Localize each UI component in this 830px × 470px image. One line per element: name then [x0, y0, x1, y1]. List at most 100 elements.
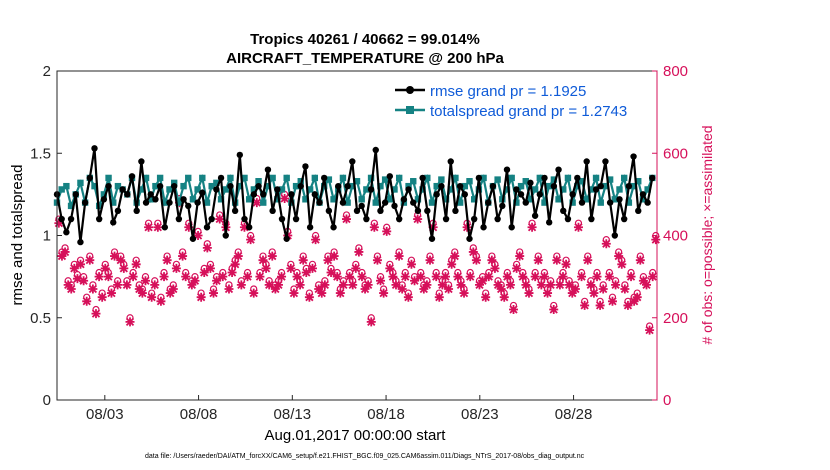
rmse-point	[452, 207, 459, 215]
totalspread-point	[138, 186, 145, 193]
obs-assimilated-point	[103, 272, 113, 282]
obs-assimilated-point	[215, 214, 225, 224]
rmse-point	[100, 196, 108, 203]
rmse-point	[386, 173, 394, 180]
rmse-point	[180, 196, 187, 203]
obs-assimilated-point	[518, 272, 528, 282]
obs-assimilated-point	[91, 309, 101, 319]
rmse-point	[63, 229, 70, 236]
obs-assimilated-point	[623, 300, 633, 310]
obs-assimilated-point	[505, 280, 515, 290]
obs-assimilated-point	[502, 272, 512, 282]
y-tick-label: 0	[43, 392, 51, 409]
rmse-point	[311, 191, 319, 198]
rmse-point	[447, 158, 454, 165]
obs-assimilated-point	[444, 284, 454, 294]
obs-assimilated-point	[190, 276, 200, 286]
totalspread-point	[302, 196, 309, 203]
rmse-point	[372, 146, 379, 154]
rmse-point	[217, 174, 225, 182]
totalspread-point	[545, 182, 553, 190]
obs-assimilated-point	[372, 255, 382, 265]
totalspread-point	[213, 179, 220, 187]
obs-assimilated-point	[286, 263, 296, 273]
totalspread-point	[574, 182, 581, 190]
obs-assimilated-point	[209, 288, 219, 298]
rmse-point	[283, 235, 290, 242]
obs-assimilated-point	[72, 274, 82, 284]
totalspread-point	[442, 196, 450, 203]
totalspread-point	[77, 179, 84, 187]
obs-assimilated-point	[419, 284, 429, 294]
obs-assimilated-point	[379, 288, 389, 298]
obs-assimilated-point	[326, 268, 336, 278]
obs-assimilated-point	[626, 272, 636, 282]
rmse-point	[297, 182, 304, 190]
obs-assimilated-point	[354, 247, 364, 257]
rmse-point	[649, 174, 656, 182]
rmse-point	[555, 166, 562, 173]
obs-assimilated-point	[573, 222, 583, 232]
rmse-point	[419, 174, 426, 182]
rmse-point	[152, 196, 159, 203]
rmse-point	[274, 186, 281, 193]
rmse-point	[344, 182, 351, 190]
rmse-point	[194, 199, 201, 206]
obs-assimilated-point	[345, 272, 355, 282]
y-right-tick-label: 400	[663, 228, 688, 245]
obs-assimilated-point	[552, 255, 562, 265]
obs-assimilated-point	[113, 280, 123, 290]
obs-assimilated-point	[314, 284, 324, 294]
totalspread-point	[372, 199, 379, 206]
obs-assimilated-point	[586, 280, 596, 290]
totalspread-point	[152, 182, 159, 190]
totalspread-point	[260, 199, 267, 206]
obs-count-markers	[54, 190, 661, 335]
rmse-point	[86, 174, 94, 182]
rmse-point	[203, 224, 211, 231]
obs-assimilated-point	[453, 272, 463, 282]
obs-assimilated-point	[193, 231, 203, 240]
rmse-point	[381, 199, 389, 206]
obs-assimilated-point	[645, 325, 655, 335]
totalspread-point	[391, 186, 398, 193]
rmse-point	[424, 207, 431, 215]
totalspread-point	[513, 199, 520, 206]
obs-assimilated-point	[82, 296, 92, 306]
rmse-point	[349, 158, 356, 165]
totalspread-point	[395, 174, 403, 182]
rmse-point	[325, 207, 333, 215]
obs-assimilated-point	[468, 247, 478, 257]
obs-assimilated-point	[196, 292, 206, 302]
obs-assimilated-point	[543, 288, 553, 298]
totalspread-point	[175, 199, 183, 206]
totalspread-point	[283, 174, 290, 182]
obs-assimilated-point	[150, 280, 160, 290]
obs-assimilated-point	[338, 280, 348, 290]
rmse-point	[377, 207, 384, 215]
totalspread-point	[555, 196, 562, 203]
totalspread-point	[208, 182, 215, 190]
obs-assimilated-point	[153, 222, 163, 232]
legend-rmse-label: rmse grand pr = 1.1925	[430, 83, 586, 100]
totalspread-point	[592, 174, 600, 182]
obs-assimilated-point	[598, 284, 608, 294]
obs-assimilated-point	[620, 284, 630, 294]
obs-assimilated-point	[66, 284, 76, 294]
totalspread-point	[269, 174, 276, 182]
obs-assimilated-point	[236, 280, 246, 290]
totalspread-point	[625, 199, 633, 206]
rmse-point	[264, 166, 272, 173]
obs-assimilated-point	[304, 292, 314, 302]
obs-assimilated-point	[533, 255, 543, 265]
obs-assimilated-point	[128, 272, 138, 282]
rmse-point	[124, 191, 131, 198]
x-tick-label: 08/28	[555, 406, 593, 423]
rmse-point	[330, 224, 337, 231]
obs-assimilated-point	[632, 292, 642, 302]
totalspread-point	[602, 182, 609, 190]
obs-assimilated-point	[335, 288, 345, 298]
rmse-point	[475, 174, 483, 182]
obs-assimilated-point	[478, 276, 488, 286]
obs-assimilated-point	[607, 296, 617, 306]
